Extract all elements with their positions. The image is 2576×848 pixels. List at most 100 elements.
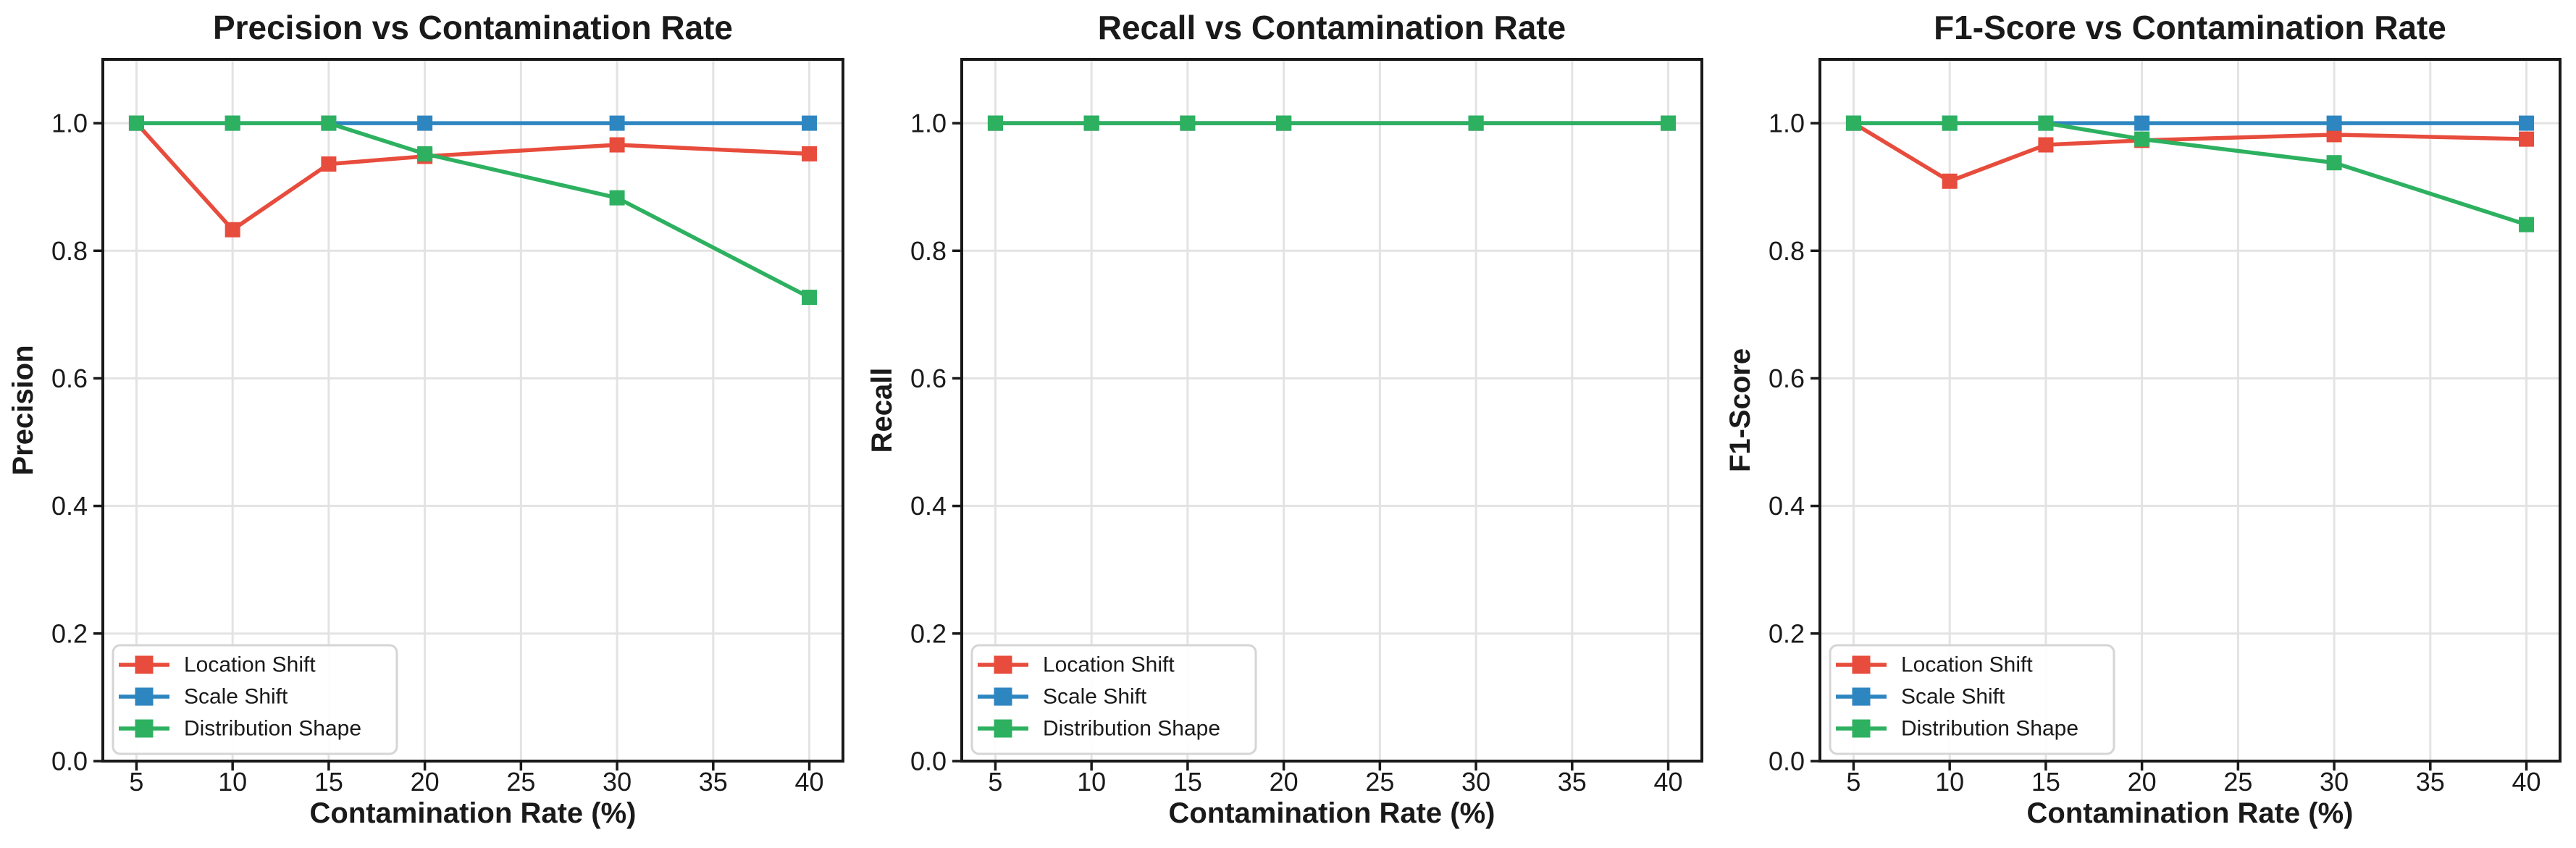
x-axis-label: Contamination Rate (%)	[310, 797, 637, 829]
axes-frame	[101, 58, 844, 763]
chart-title: F1-Score vs Contamination Rate	[1934, 9, 2446, 46]
legend-item: Location Shift	[1836, 652, 2034, 677]
x-tick-label: 10	[1935, 767, 1964, 797]
legend-box	[112, 644, 398, 755]
x-tick-label: 35	[2416, 767, 2445, 797]
x-tick-label: 40	[2512, 767, 2541, 797]
data-point-marker	[417, 115, 433, 131]
y-tick-label: 0.0	[910, 746, 947, 776]
data-point-marker	[802, 290, 818, 306]
x-tick-label: 25	[2224, 767, 2253, 797]
y-tick-label: 1.0	[910, 109, 947, 138]
legend-label: Scale Shift	[184, 684, 288, 708]
x-tick-label: 20	[411, 767, 440, 797]
x-tick-label: 5	[988, 767, 1002, 797]
x-tick-label: 5	[1847, 767, 1861, 797]
series-distribution-shape	[128, 115, 818, 306]
legend-marker-swatch	[1852, 655, 1871, 674]
data-point-marker	[1180, 115, 1196, 131]
data-point-marker	[1468, 115, 1484, 131]
data-point-marker	[2326, 127, 2342, 143]
y-tick-label: 0.4	[1769, 491, 1805, 521]
series-distribution-shape	[987, 115, 1676, 131]
y-tick-label: 0.4	[51, 491, 88, 521]
data-point-marker	[321, 115, 337, 131]
data-point-marker	[1942, 173, 1958, 189]
legend-marker-swatch	[1852, 687, 1871, 706]
y-tick-label: 0.6	[51, 364, 88, 393]
legend-label: Distribution Shape	[1901, 716, 2078, 740]
legend-marker-swatch	[1852, 719, 1871, 738]
y-tick-label: 0.8	[910, 236, 947, 266]
f1score-chart: 5 10 15 20 25 30 35 40 0.0 0.2 0.4 0.6 0.8 1.0 F1-Scor…	[1717, 0, 2576, 848]
y-axis-label: Precision	[7, 345, 39, 475]
series-line	[1852, 121, 2529, 184]
panel-precision: 5 10 15 20 25 30 35 40 0.0 0.2 0.4 0.6 0.8 1.0 Precisi…	[0, 0, 859, 848]
legend-box	[1829, 644, 2115, 755]
data-point-marker	[609, 137, 625, 153]
data-point-marker	[2134, 131, 2150, 147]
x-tick-label: 10	[1077, 767, 1106, 797]
legend-box	[970, 644, 1257, 755]
series-line	[134, 121, 812, 232]
x-axis-label: Contamination Rate (%)	[1168, 797, 1495, 829]
data-point-marker	[987, 115, 1003, 131]
x-tick-label: 30	[1461, 767, 1490, 797]
data-point-marker	[2519, 131, 2535, 147]
legend-item: Scale Shift	[1836, 684, 2005, 709]
legend-item: Scale Shift	[977, 684, 1147, 709]
data-point-marker	[1660, 115, 1676, 131]
grid	[102, 59, 843, 761]
legend-label: Distribution Shape	[184, 716, 361, 740]
x-tick-label: 35	[1557, 767, 1586, 797]
legend-label: Scale Shift	[1901, 684, 2005, 708]
x-tick-label: 15	[2031, 767, 2060, 797]
legend-label: Distribution Shape	[1043, 716, 1220, 740]
data-point-marker	[1846, 115, 1862, 131]
legend-marker-swatch	[994, 655, 1012, 674]
legend-item: Distribution Shape	[118, 716, 361, 741]
x-tick-label: 20	[1269, 767, 1298, 797]
panel-recall: 5 10 15 20 25 30 35 40 0.0 0.2 0.4 0.6 0.8 1.0 Recall …	[858, 0, 1718, 848]
y-tick-label: 0.4	[910, 491, 947, 521]
recall-chart: 5 10 15 20 25 30 35 40 0.0 0.2 0.4 0.6 0.8 1.0 Recall …	[858, 0, 1718, 848]
x-tick-label: 30	[2320, 767, 2349, 797]
data-point-marker	[1083, 115, 1099, 131]
legend-label: Scale Shift	[1043, 684, 1147, 708]
legend: Location Shift Scale Shift Distribution Sh…	[970, 644, 1257, 755]
data-point-marker	[609, 115, 625, 131]
axes-frame	[1818, 58, 2562, 763]
legend-label: Location Shift	[1901, 652, 2033, 676]
x-tick-label: 20	[2128, 767, 2157, 797]
legend-marker-swatch	[135, 655, 154, 674]
data-point-marker	[2326, 155, 2342, 171]
y-axis-label: Recall	[866, 368, 898, 453]
x-tick-label: 25	[506, 767, 535, 797]
x-tick-label: 10	[218, 767, 247, 797]
x-tick-label: 40	[795, 767, 824, 797]
y-tick-label: 0.2	[1769, 618, 1805, 648]
data-point-marker	[802, 115, 818, 131]
y-tick-label: 1.0	[51, 109, 88, 138]
legend-item: Distribution Shape	[1836, 716, 2078, 741]
legend-marker-swatch	[135, 687, 154, 706]
legend: Location Shift Scale Shift Distribution Sh…	[112, 644, 398, 755]
y-tick-label: 1.0	[1769, 109, 1805, 138]
legend-marker-swatch	[994, 719, 1012, 738]
legend-label: Location Shift	[184, 652, 316, 676]
y-tick-label: 0.6	[910, 364, 947, 393]
series-distribution-shape	[1846, 115, 2535, 232]
panel-f1score: 5 10 15 20 25 30 35 40 0.0 0.2 0.4 0.6 0.8 1.0 F1-Scor…	[1717, 0, 2576, 848]
data-point-marker	[609, 190, 625, 206]
x-tick-label: 15	[1173, 767, 1202, 797]
data-point-marker	[321, 156, 337, 172]
legend: Location Shift Scale Shift Distribution Sh…	[1829, 644, 2115, 755]
data-point-marker	[417, 146, 433, 161]
x-tick-label: 25	[1365, 767, 1394, 797]
data-point-marker	[2038, 137, 2054, 153]
y-tick-label: 0.8	[51, 236, 88, 266]
legend-item: Distribution Shape	[977, 716, 1220, 741]
data-point-marker	[225, 222, 240, 238]
chart-title: Precision vs Contamination Rate	[213, 9, 733, 46]
